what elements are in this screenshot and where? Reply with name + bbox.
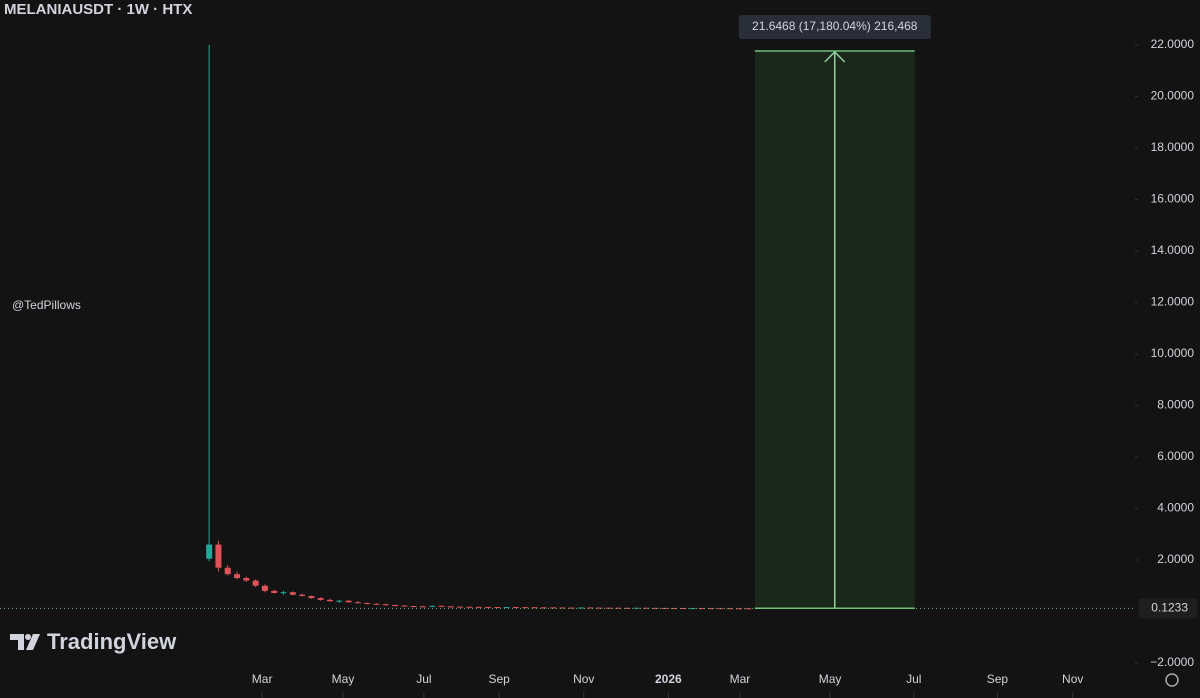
- candle-body: [364, 602, 371, 604]
- candle-body: [540, 607, 547, 609]
- candle-body: [419, 606, 426, 608]
- candle-body: [280, 592, 287, 594]
- candle-body: [429, 605, 436, 607]
- y-tick-label: 12.0000: [1151, 295, 1195, 309]
- x-tick-label: Nov: [573, 672, 594, 686]
- y-tick-label: 18.0000: [1151, 140, 1195, 154]
- y-tick-label: 20.0000: [1151, 89, 1195, 103]
- y-tick-label: 6.0000: [1157, 449, 1194, 463]
- candle-body: [503, 607, 510, 609]
- settings-icon[interactable]: [1165, 673, 1179, 687]
- candle-body: [224, 567, 231, 575]
- x-tick-label: Sep: [987, 672, 1009, 686]
- candle-body: [447, 606, 454, 608]
- y-tick-label: 10.0000: [1151, 346, 1195, 360]
- y-tick-label: 22.0000: [1151, 37, 1195, 51]
- candle-body: [512, 607, 519, 609]
- x-tick-label: Mar: [252, 672, 273, 686]
- candle-body: [587, 607, 594, 609]
- candle-body: [410, 606, 417, 608]
- y-tick-label: 2.0000: [1157, 552, 1194, 566]
- x-tick-label: May: [332, 672, 355, 686]
- candle-body: [466, 606, 473, 608]
- candle-body: [243, 578, 250, 581]
- candle-body: [624, 607, 631, 609]
- candle-body: [336, 600, 343, 602]
- candle-body: [234, 574, 241, 579]
- x-tick-label: Sep: [488, 672, 510, 686]
- y-tick-label: 4.0000: [1157, 501, 1194, 515]
- y-tick-label: 14.0000: [1151, 243, 1195, 257]
- candle-body: [261, 585, 268, 591]
- x-tick-label: Mar: [730, 672, 751, 686]
- candle-body: [392, 605, 399, 607]
- last-price-label: 0.1233: [1151, 600, 1188, 614]
- candle-body: [596, 607, 603, 609]
- candle-body: [475, 606, 482, 608]
- brand-logo: [10, 634, 40, 650]
- x-tick-label: 2026: [655, 672, 682, 686]
- candle-body: [206, 544, 213, 559]
- candle-body: [271, 590, 278, 593]
- candle-body: [252, 580, 259, 586]
- candle-body: [670, 608, 677, 610]
- candle-body: [308, 596, 315, 599]
- candle-body: [708, 608, 715, 610]
- candle-body: [531, 607, 538, 609]
- candle-body: [289, 592, 296, 595]
- candle-body: [698, 608, 705, 610]
- x-tick-label: May: [819, 672, 842, 686]
- candle-body: [680, 608, 687, 610]
- candle-body: [559, 607, 566, 609]
- y-tick-label: 8.0000: [1157, 398, 1194, 412]
- last-price-box: [1139, 598, 1197, 619]
- candle-body: [736, 608, 743, 610]
- candle-body: [401, 605, 408, 607]
- candle-body: [382, 604, 389, 606]
- x-tick-label: Nov: [1062, 672, 1083, 686]
- candle-body: [550, 607, 557, 609]
- candle-body: [438, 605, 445, 607]
- candle-body: [726, 608, 733, 610]
- candle-body: [485, 606, 492, 608]
- measure-label: 21.6468 (17,180.04%) 216,468: [752, 19, 918, 33]
- candle-body: [568, 607, 575, 609]
- x-tick-label: Jul: [416, 672, 431, 686]
- x-tick-label: Jul: [906, 672, 921, 686]
- candle-body: [457, 606, 464, 608]
- candle-body: [299, 594, 306, 597]
- measure-label-box: [738, 15, 931, 39]
- y-tick-label: −2.0000: [1150, 655, 1194, 669]
- candle-body: [345, 600, 352, 603]
- brand: TradingView: [47, 629, 177, 654]
- candle-body: [317, 598, 324, 600]
- measure-arrowhead: [824, 50, 846, 63]
- chart-title: MELANIAUSDT · 1W · HTX: [4, 1, 192, 18]
- candle-body: [373, 603, 380, 605]
- watermark: @TedPillows: [12, 298, 81, 312]
- candle-body: [652, 607, 659, 609]
- candle-body: [643, 607, 650, 609]
- candle-body: [215, 544, 222, 568]
- candle-body: [494, 606, 501, 608]
- candle-body: [326, 599, 333, 602]
- y-tick-label: 16.0000: [1151, 192, 1195, 206]
- candle-body: [615, 607, 622, 609]
- candle-body: [522, 607, 529, 609]
- candle-body: [354, 602, 361, 604]
